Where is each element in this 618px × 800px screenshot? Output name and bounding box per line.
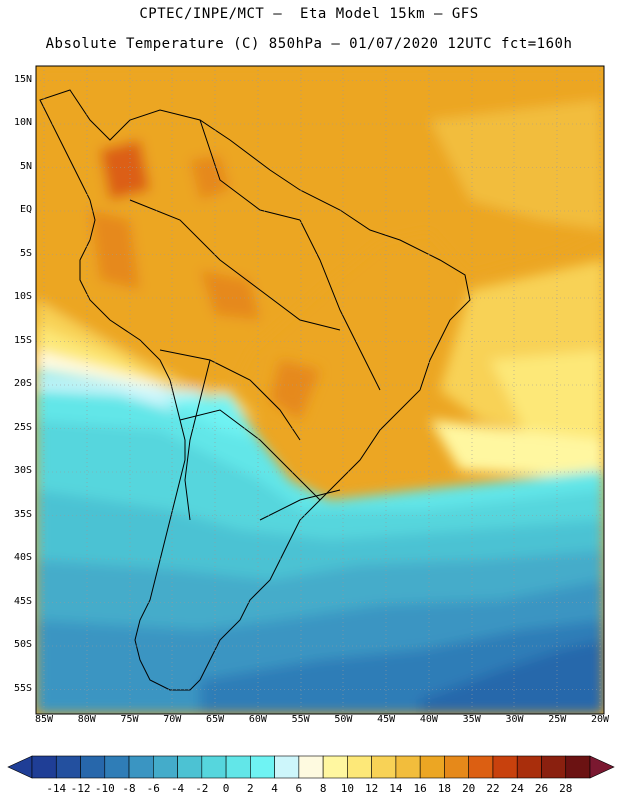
- colorbar-label: 20: [462, 782, 476, 795]
- lon-label: 80W: [77, 714, 96, 725]
- colorbar-label: -14: [46, 782, 67, 795]
- colorbar-label: -12: [70, 782, 91, 795]
- colorbar-swatch: [516, 755, 542, 779]
- lat-label: 10S: [13, 291, 32, 302]
- colorbar-label: 2: [247, 782, 254, 795]
- colorbar-label: 4: [271, 782, 278, 795]
- lon-label: 40W: [419, 714, 438, 725]
- chart-subtitle: Absolute Temperature (C) 850hPa – 01/07/…: [45, 36, 573, 52]
- lon-label: 45W: [377, 714, 396, 725]
- colorbar-label: 14: [389, 782, 403, 795]
- lat-label: 15S: [13, 334, 32, 346]
- colorbar-label: 10: [340, 782, 355, 795]
- colorbar-swatch: [322, 755, 348, 779]
- lat-label: 55S: [13, 682, 32, 694]
- lat-label: 45S: [13, 595, 32, 607]
- lon-label: 65W: [206, 714, 225, 725]
- colorbar-swatch: [444, 755, 469, 779]
- colorbar-swatch: [250, 755, 275, 779]
- colorbar-swatch: [371, 755, 397, 779]
- colorbar-swatch: [541, 755, 567, 779]
- colorbar-label: -8: [122, 782, 136, 795]
- colorbar-swatch: [80, 755, 106, 779]
- temperature-map: [7, 65, 615, 779]
- colorbar-label: 6: [295, 782, 303, 795]
- colorbar-label: 18: [437, 782, 452, 795]
- colorbar-swatch: [347, 755, 372, 779]
- colorbar-swatch: [201, 755, 227, 779]
- chart-title: CPTEC/INPE/MCT – Eta Model 15km – GFS: [139, 6, 479, 22]
- colorbar-label: -2: [195, 782, 209, 795]
- lat-label: 10N: [13, 117, 32, 128]
- lat-label: 30S: [13, 465, 32, 476]
- lat-label: 25S: [13, 421, 32, 433]
- lon-label: 85W: [34, 714, 54, 725]
- colorbar-swatch: [419, 755, 445, 779]
- lat-label: 35S: [13, 508, 32, 520]
- lat-label: 5S: [19, 247, 32, 259]
- lat-label: 15N: [13, 73, 32, 85]
- lon-label: 30W: [505, 714, 524, 725]
- colorbar-swatch: [468, 755, 494, 779]
- colorbar-label: -6: [146, 782, 160, 795]
- lat-label: 20S: [13, 378, 32, 389]
- lon-label: 55W: [291, 714, 310, 725]
- colorbar-label: 12: [365, 782, 379, 795]
- lon-label: 25W: [548, 714, 567, 725]
- lat-label: 50S: [13, 639, 32, 650]
- lon-label: 35W: [462, 714, 481, 725]
- lon-label: 75W: [120, 714, 139, 725]
- colorbar-label: 16: [413, 782, 427, 795]
- colorbar-swatch: [225, 755, 251, 779]
- colorbar-swatch: [565, 755, 591, 779]
- colorbar-swatch: [128, 755, 154, 779]
- colorbar-swatch: [395, 755, 421, 779]
- colorbar-label: -10: [94, 782, 115, 795]
- colorbar-label: -4: [170, 782, 185, 795]
- colorbar-max-arrow: [589, 755, 615, 779]
- colorbar-swatch: [55, 755, 81, 779]
- colorbar: [7, 755, 615, 779]
- map-frame: [35, 65, 605, 715]
- lat-label: 40S: [13, 552, 32, 563]
- colorbar-label: 28: [559, 782, 573, 795]
- colorbar-swatch: [274, 755, 300, 779]
- lon-label: 60W: [248, 714, 267, 725]
- grid-lines: [36, 66, 604, 714]
- lon-label: 20W: [590, 714, 610, 725]
- colorbar-min-arrow: [7, 755, 33, 779]
- colorbar-swatch: [177, 755, 203, 779]
- colorbar-label: 8: [319, 782, 327, 795]
- coastline: [39, 89, 471, 691]
- colorbar-label: 22: [486, 782, 500, 795]
- colorbar-label: 26: [534, 782, 549, 795]
- lat-label: EQ: [19, 204, 32, 215]
- lon-label: 70W: [163, 714, 182, 725]
- colorbar-swatch: [31, 755, 57, 779]
- temperature-field: [36, 66, 604, 714]
- colorbar-label: 24: [510, 782, 524, 795]
- colorbar-label: 0: [222, 782, 230, 795]
- lon-label: 50W: [334, 714, 353, 725]
- colorbar-swatch: [298, 755, 324, 779]
- colorbar-swatch: [153, 755, 178, 779]
- colorbar-swatch: [492, 755, 518, 779]
- lat-label: 5N: [19, 160, 32, 172]
- colorbar-swatch: [104, 755, 130, 779]
